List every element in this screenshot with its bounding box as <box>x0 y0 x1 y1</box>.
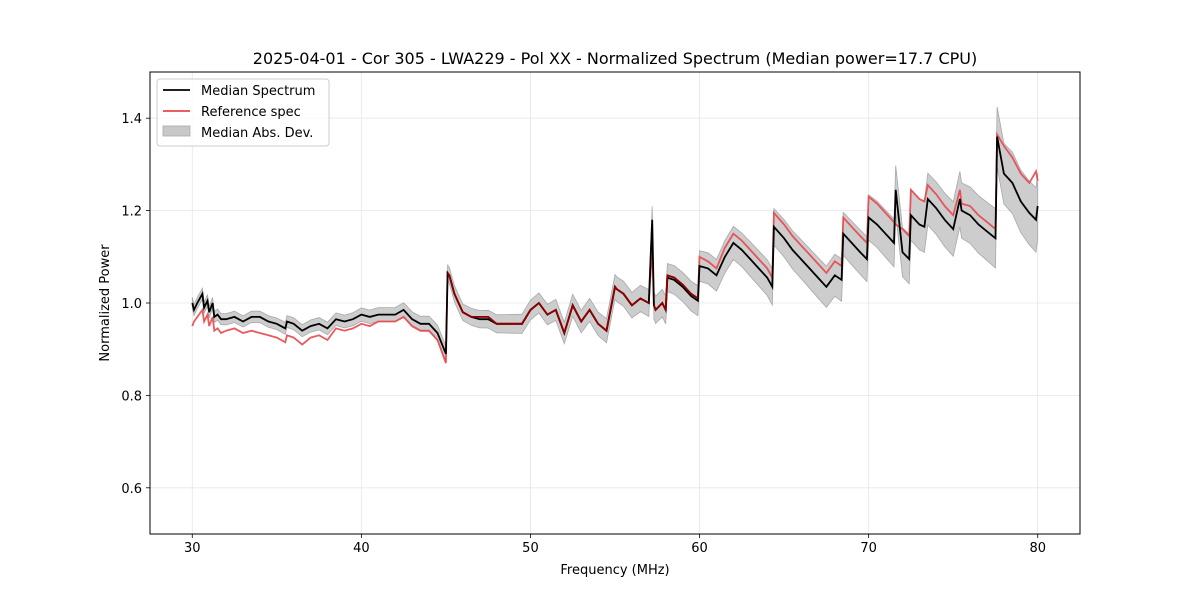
x-axis-label: Frequency (MHz) <box>560 563 669 578</box>
x-axis: 30 40 50 60 70 80 <box>184 534 1046 556</box>
legend: Median Spectrum Reference spec Median Ab… <box>156 78 330 147</box>
overlap-segment <box>653 274 699 314</box>
x-tick-label: 80 <box>1029 541 1046 556</box>
mad-band-layer <box>191 106 1039 362</box>
y-tick-label: 0.6 <box>121 482 142 497</box>
chart-title: 2025-04-01 - Cor 305 - LWA229 - Pol XX -… <box>253 49 977 68</box>
y-tick-label: 0.8 <box>121 389 142 404</box>
x-tick-label: 30 <box>184 541 201 556</box>
overlap-segment <box>446 272 650 336</box>
y-tick-label: 1.0 <box>121 297 142 312</box>
legend-label-mad: Median Abs. Dev. <box>201 126 313 141</box>
legend-box <box>156 78 330 147</box>
mad-band <box>191 106 1039 362</box>
legend-label-reference: Reference spec <box>201 105 301 120</box>
x-tick-label: 70 <box>860 541 877 556</box>
x-tick-label: 40 <box>353 541 370 556</box>
y-tick-label: 1.2 <box>121 205 142 220</box>
legend-label-median: Median Spectrum <box>201 84 315 99</box>
y-axis-label: Normalized Power <box>98 244 113 362</box>
legend-swatch-mad <box>162 125 191 137</box>
series-layer <box>191 131 1039 364</box>
x-tick-label: 60 <box>691 541 708 556</box>
x-tick-label: 50 <box>522 541 539 556</box>
y-axis: 0.6 0.8 1.0 1.2 1.4 <box>121 112 150 497</box>
y-tick-label: 1.4 <box>121 112 142 127</box>
